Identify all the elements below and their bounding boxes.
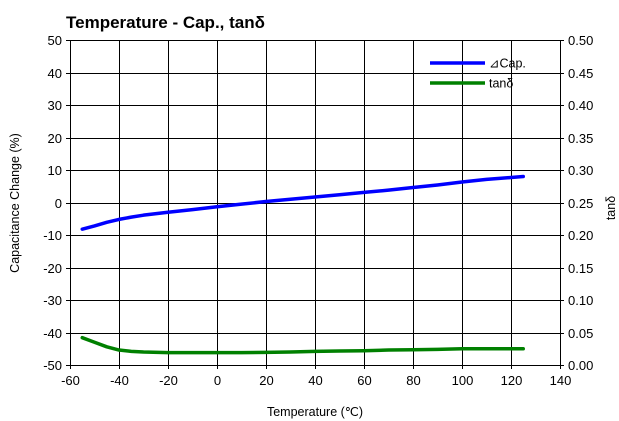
y-tick-label: 40 [48,66,62,81]
y-tick-label: 0 [55,196,62,211]
y-tick-label: -10 [43,228,62,243]
y-tick-label: -40 [43,326,62,341]
grid [69,39,562,367]
y2-tick-label: 0.35 [568,131,593,146]
y-tick-label: 50 [48,33,62,48]
y-tick-label: -50 [43,358,62,373]
ticks: -60 -40 -20 0 20 40 60 80 100 120 140-50-40-30-20-… [43,33,593,388]
x-tick-label: 140 [550,373,572,388]
y2-tick-label: 0.10 [568,293,593,308]
x-tick-label: 80 [406,373,420,388]
x-tick-label: -40 [110,373,129,388]
y2-tick-label: 0.45 [568,66,593,81]
x-tick-label: 60 [357,373,371,388]
y-tick-label: 10 [48,163,62,178]
x-tick-label: 40 [308,373,322,388]
x-tick-label: 100 [452,373,474,388]
series-layer [80,174,525,355]
y-tick-label: -30 [43,293,62,308]
y2-axis-label: tanδ [604,196,618,220]
x-tick-label: 0 [214,373,221,388]
legend: ⊿Cap. tanδ [430,57,526,91]
legend-label-2: tanδ [489,77,513,91]
y2-tick-label: 0.40 [568,98,593,113]
y2-tick-label: 0.30 [568,163,593,178]
x-axis-label: Temperature (℃) [267,405,363,419]
y-tick-label: -20 [43,261,62,276]
series-line-2 [80,335,525,355]
x-tick-label: -60 [61,373,80,388]
y2-tick-label: 0.00 [568,358,593,373]
legend-label-1: ⊿Cap. [489,57,526,71]
series-line-1 [80,174,525,231]
x-tick-label: -20 [159,373,178,388]
y-tick-label: 20 [48,131,62,146]
y2-tick-label: 0.15 [568,261,593,276]
y2-tick-label: 0.25 [568,196,593,211]
y2-tick-label: 0.50 [568,33,593,48]
chart-title: Temperature - Cap., tanδ [66,13,265,32]
x-tick-label: 120 [501,373,523,388]
y2-tick-label: 0.05 [568,326,593,341]
y-axis-label: Capacitance Change (%) [8,133,22,273]
y-tick-label: 30 [48,98,62,113]
y2-tick-label: 0.20 [568,228,593,243]
x-tick-label: 20 [259,373,273,388]
